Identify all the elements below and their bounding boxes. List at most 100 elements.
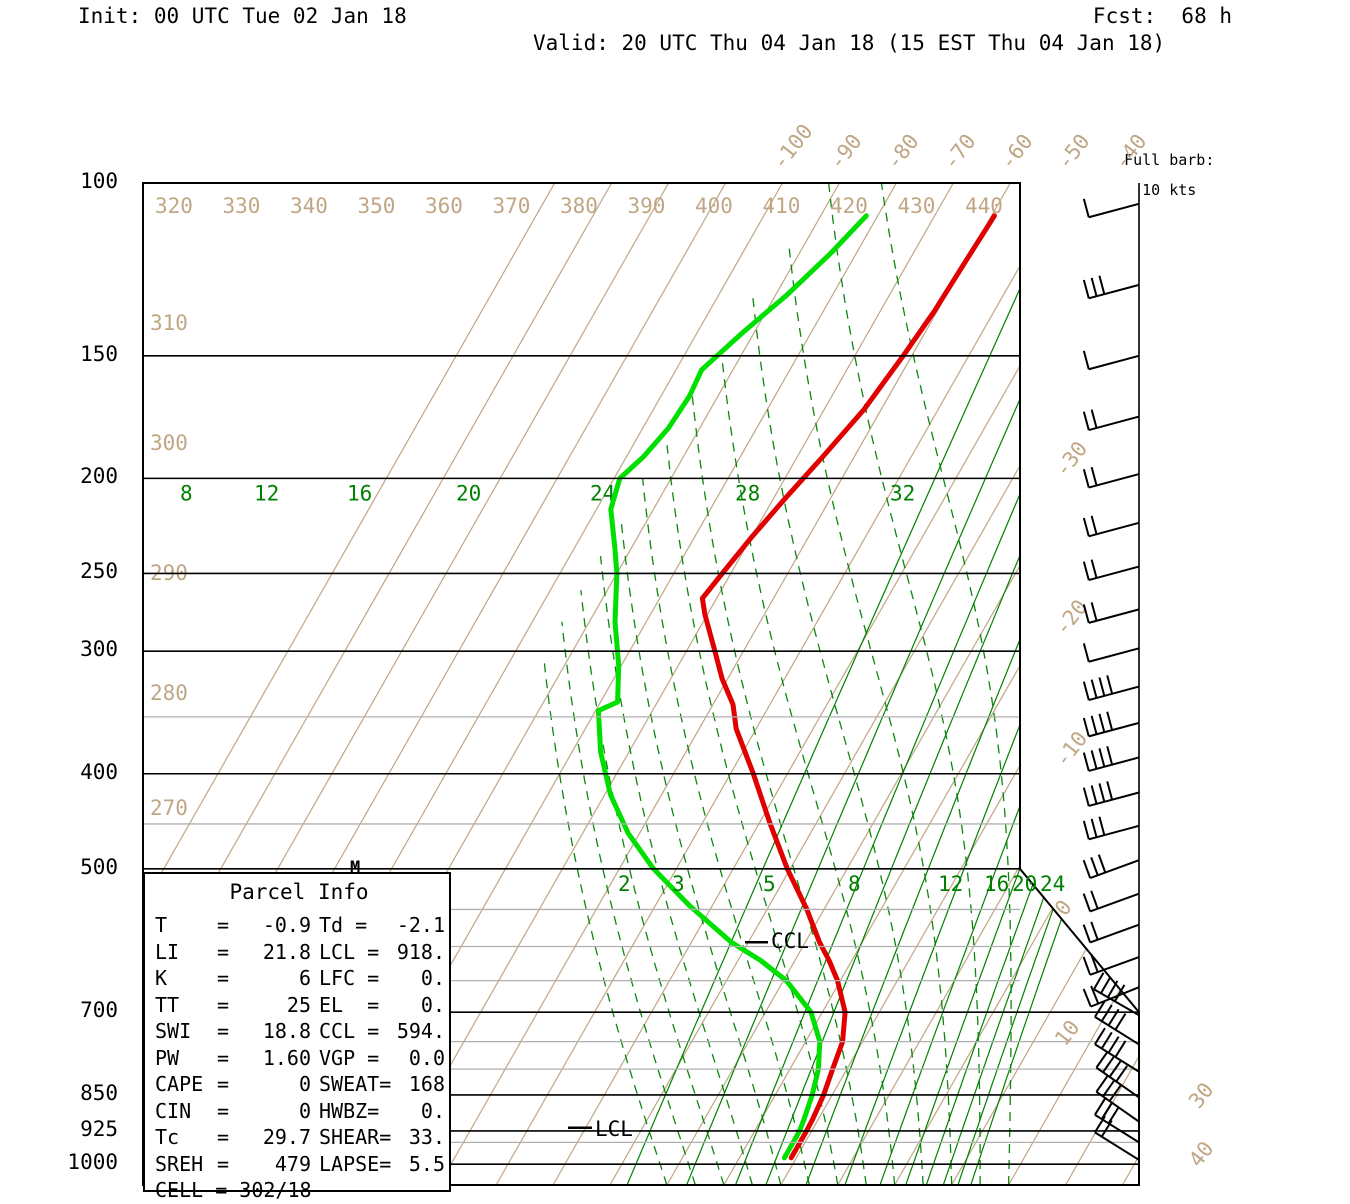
- parcel-row: TT = 25 EL = 0.: [155, 992, 445, 1019]
- wind-barb: [1082, 675, 1140, 701]
- header-bar: Init: 00 UTC Tue 02 Jan 18 Fcst: 68 h Va…: [0, 0, 1350, 60]
- mixing-ratio-label-lower: 5: [763, 872, 776, 896]
- parcel-key: K: [155, 966, 168, 990]
- parcel-value: 25: [286, 992, 311, 1017]
- mixing-ratio-label-lower: 3: [672, 872, 685, 896]
- parcel-key2: HWBZ=: [319, 1098, 380, 1123]
- parcel-eq: =: [217, 1125, 230, 1149]
- parcel-eq: =: [217, 1019, 230, 1043]
- parcel-cell-row: CELL = 302/18: [155, 1178, 312, 1202]
- parcel-value2: 33.: [408, 1125, 445, 1149]
- mixed-parcel-marker: M: [350, 858, 361, 878]
- wind-barb: [1094, 1000, 1140, 1046]
- lcl-label: LCL: [595, 1117, 633, 1141]
- pressure-tick-850: 850: [80, 1080, 118, 1105]
- theta-label-top: 330: [223, 194, 261, 218]
- pressure-tick-300: 300: [80, 637, 118, 662]
- parcel-key: CAPE: [155, 1072, 204, 1096]
- parcel-value2: -2.1: [396, 913, 445, 937]
- parcel-value2: 5.5: [408, 1151, 445, 1176]
- parcel-eq: =: [217, 966, 230, 990]
- pressure-tick-150: 150: [80, 341, 118, 366]
- pressure-tick-250: 250: [80, 559, 118, 584]
- pressure-tick-500: 500: [80, 854, 118, 879]
- parcel-key: T: [155, 913, 168, 937]
- wind-barb: [1082, 515, 1140, 538]
- parcel-eq: =: [217, 1098, 230, 1123]
- wind-barb: [1082, 350, 1140, 371]
- parcel-row: CIN = 0 HWBZ= 0.: [155, 1098, 445, 1125]
- parcel-value: -0.9: [262, 913, 311, 937]
- pressure-tick-1000: 1000: [67, 1150, 118, 1175]
- mixing-ratio-label-upper: 32: [890, 481, 915, 505]
- parcel-row: LI = 21.8 LCL = 918.: [155, 939, 445, 966]
- parcel-row: CAPE = 0 SWEAT= 168: [155, 1071, 445, 1098]
- parcel-key2: SHEAR=: [319, 1125, 392, 1149]
- mixing-ratio-label-lower: 12: [938, 872, 963, 896]
- wind-barb-legend: Full barb: 10 kts: [1106, 138, 1214, 198]
- temp-axis-right-label: -20: [1050, 595, 1092, 640]
- parcel-value: 18.8: [262, 1019, 311, 1043]
- pressure-tick-200: 200: [80, 464, 118, 489]
- temp-axis-right-label: 10: [1050, 1016, 1084, 1051]
- theta-label-left: 300: [150, 431, 188, 455]
- wind-barb: [1082, 198, 1140, 219]
- wind-barb: [1082, 890, 1140, 913]
- parcel-value: 0: [298, 1098, 311, 1123]
- temp-axis-right-label: 40: [1184, 1137, 1218, 1172]
- parcel-key2: EL =: [319, 992, 380, 1017]
- parcel-value: 0: [298, 1072, 311, 1096]
- parcel-key: CIN: [155, 1098, 192, 1123]
- mixing-ratio-label-lower: 16: [984, 872, 1009, 896]
- temp-axis-right-label: 30: [1184, 1078, 1218, 1113]
- mixing-ratio-label-lower: 2: [618, 872, 631, 896]
- wind-barb: [1082, 711, 1140, 738]
- theta-label-top: 350: [358, 194, 396, 218]
- parcel-eq: =: [217, 913, 230, 937]
- parcel-row: PW = 1.60 VGP = 0.0: [155, 1045, 445, 1072]
- parcel-value: 21.8: [262, 939, 311, 964]
- parcel-value2: 918.: [396, 939, 445, 964]
- parcel-eq: =: [217, 1045, 230, 1070]
- theta-label-left: 280: [150, 681, 188, 705]
- mixing-ratio-label-lower: 24: [1040, 872, 1065, 896]
- wind-barb: [1082, 953, 1140, 976]
- mixing-ratio-label-upper: 20: [456, 481, 481, 505]
- temp-axis-top-label: -50: [1052, 129, 1094, 174]
- wind-barb: [1082, 985, 1140, 1008]
- temp-axis-top-label: -40: [1109, 129, 1151, 174]
- parcel-eq: =: [217, 1151, 230, 1176]
- theta-label-top: 370: [493, 194, 531, 218]
- wind-barb: [1093, 972, 1140, 1017]
- sounding-dewpoint-trace: [595, 213, 869, 1161]
- parcel-row: SWI = 18.8 CCL = 594.: [155, 1018, 445, 1045]
- wind-barb: [1082, 559, 1140, 582]
- mixing-ratio-label-upper: 12: [254, 481, 279, 505]
- wind-barb: [1082, 466, 1140, 489]
- pressure-tick-100: 100: [80, 169, 118, 193]
- mixing-ratio-label-lower: 8: [848, 872, 861, 896]
- theta-label-top: 440: [965, 194, 1003, 218]
- mixing-ratio-label-upper: 28: [735, 481, 760, 505]
- mixing-ratio-label-upper: 8: [180, 481, 193, 505]
- theta-label-top: 340: [290, 194, 328, 218]
- temp-axis-right-label: 0: [1050, 895, 1077, 920]
- parcel-info-panel: Parcel Info T = -0.9 Td = -2.1 LI = 21.8 LCL = 91…: [143, 872, 451, 1202]
- parcel-key2: CCL =: [319, 1019, 380, 1043]
- parcel-key2: LCL =: [319, 939, 380, 964]
- parcel-value2: 594.: [396, 1019, 445, 1043]
- parcel-row: SREH = 479 LAPSE= 5.5: [155, 1151, 445, 1178]
- parcel-value: 6: [298, 966, 311, 990]
- parcel-eq: =: [217, 992, 230, 1017]
- pressure-tick-925: 925: [80, 1116, 118, 1141]
- temp-axis-top-label: -90: [824, 129, 866, 174]
- parcel-info-title: Parcel Info: [229, 880, 369, 904]
- theta-label-top: 390: [628, 194, 666, 218]
- parcel-eq: =: [217, 1072, 230, 1096]
- parcel-info-rows: T = -0.9 Td = -2.1 LI = 21.8 LCL = 918. K = 6 LFC = 0.…: [155, 912, 445, 1204]
- parcel-row: T = -0.9 Td = -2.1: [155, 912, 445, 939]
- parcel-key: SWI: [155, 1019, 192, 1043]
- parcel-value: 29.7: [262, 1125, 311, 1149]
